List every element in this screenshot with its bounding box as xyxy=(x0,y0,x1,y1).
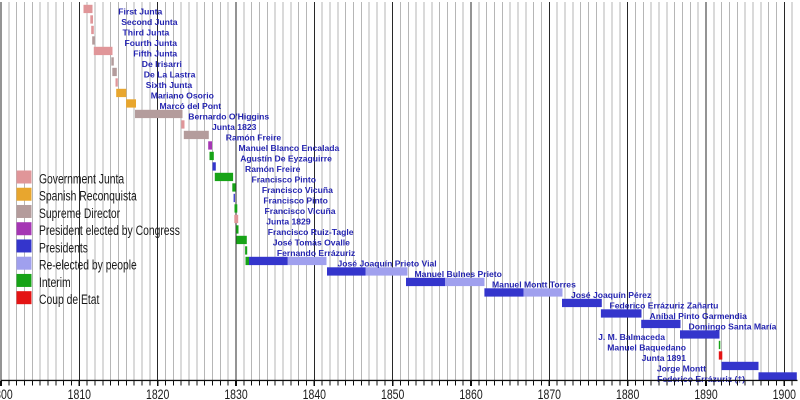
svg-text:Ramón Freire: Ramón Freire xyxy=(226,132,282,142)
svg-text:Re-elected by people: Re-elected by people xyxy=(39,257,137,273)
svg-text:Mariano Osorio: Mariano Osorio xyxy=(151,90,214,100)
svg-text:Third Junta: Third Junta xyxy=(123,27,170,37)
svg-text:Supreme Director: Supreme Director xyxy=(39,205,120,221)
svg-text:Fourth Junta: Fourth Junta xyxy=(125,38,178,48)
svg-text:1810: 1810 xyxy=(68,386,91,400)
svg-text:President elected by Congress: President elected by Congress xyxy=(39,223,180,239)
svg-text:De La Lastra: De La Lastra xyxy=(144,69,196,79)
svg-text:Coup de Etat: Coup de Etat xyxy=(39,292,100,308)
svg-text:1900: 1900 xyxy=(773,386,796,400)
svg-text:Manuel Bulnes Prieto: Manuel Bulnes Prieto xyxy=(415,269,502,279)
svg-text:Manuel Baquedano: Manuel Baquedano xyxy=(607,342,686,352)
svg-text:Interim: Interim xyxy=(39,274,71,290)
svg-text:Junta 1823: Junta 1823 xyxy=(212,122,257,132)
svg-text:Second Junta: Second Junta xyxy=(121,17,178,27)
svg-text:Francisco Pinto: Francisco Pinto xyxy=(252,174,316,184)
svg-text:José Tomás Ovalle: José Tomás Ovalle xyxy=(273,237,350,247)
svg-text:Manuel Montt Torres: Manuel Montt Torres xyxy=(492,279,576,289)
svg-text:1870: 1870 xyxy=(538,386,561,400)
svg-text:Manuel Blanco Encalada: Manuel Blanco Encalada xyxy=(239,143,340,153)
svg-text:Marcó del Pont: Marcó del Pont xyxy=(160,101,222,111)
svg-text:Fifth Junta: Fifth Junta xyxy=(133,48,177,58)
svg-text:Presidents: Presidents xyxy=(39,240,88,256)
svg-text:Francisco Pinto: Francisco Pinto xyxy=(263,195,327,205)
svg-text:1840: 1840 xyxy=(303,386,326,400)
svg-text:Fernando Errázuriz: Fernando Errázuriz xyxy=(277,248,355,258)
svg-text:First Junta: First Junta xyxy=(118,6,162,16)
svg-text:Aníbal Pinto Garmendia: Aníbal Pinto Garmendia xyxy=(650,311,748,321)
svg-text:Federico Errázuriz Zañartu: Federico Errázuriz Zañartu xyxy=(610,300,719,310)
svg-text:De Irisarri: De Irisarri xyxy=(142,59,182,69)
svg-text:Government Junta: Government Junta xyxy=(39,171,124,187)
svg-text:1890: 1890 xyxy=(694,386,717,400)
svg-text:Junta 1829: Junta 1829 xyxy=(266,216,311,226)
svg-text:José Joaquín Pérez: José Joaquín Pérez xyxy=(571,290,651,300)
svg-text:J. M. Balmaceda: J. M. Balmaceda xyxy=(598,332,665,342)
svg-text:Francisco Vicuña: Francisco Vicuña xyxy=(265,206,336,216)
svg-text:Agustín De Eyzaguirre: Agustín De Eyzaguirre xyxy=(240,153,332,163)
svg-text:José Joaquín Prieto Vial: José Joaquín Prieto Vial xyxy=(338,258,437,268)
svg-text:1800: 1800 xyxy=(0,386,13,400)
svg-text:Ramón Freire: Ramón Freire xyxy=(245,164,301,174)
svg-text:Domingo Santa María: Domingo Santa María xyxy=(689,321,777,331)
svg-text:Francisco Ruiz-Tagle: Francisco Ruiz-Tagle xyxy=(268,227,354,237)
svg-text:Francisco Vicuña: Francisco Vicuña xyxy=(262,185,333,195)
svg-text:Junta 1891: Junta 1891 xyxy=(642,353,687,363)
svg-text:1860: 1860 xyxy=(459,386,482,400)
svg-text:Sixth Junta: Sixth Junta xyxy=(146,80,193,90)
svg-text:Bernardo O'Higgins: Bernardo O'Higgins xyxy=(188,111,269,121)
svg-text:Spanish Reconquista: Spanish Reconquista xyxy=(39,188,137,204)
svg-text:Federico Errázuriz (†): Federico Errázuriz (†) xyxy=(657,374,745,384)
svg-text:1820: 1820 xyxy=(146,386,169,400)
svg-text:1830: 1830 xyxy=(224,386,247,400)
svg-text:Jorge Montt: Jorge Montt xyxy=(657,363,706,373)
svg-text:1880: 1880 xyxy=(616,386,639,400)
svg-text:1850: 1850 xyxy=(381,386,404,400)
